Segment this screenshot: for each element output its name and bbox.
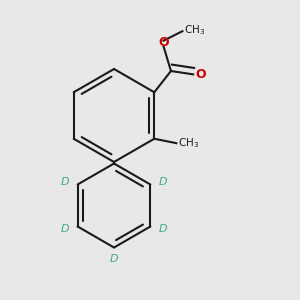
Text: D: D: [159, 177, 167, 187]
Text: CH$_3$: CH$_3$: [184, 23, 205, 37]
Text: O: O: [195, 68, 206, 81]
Text: CH$_3$: CH$_3$: [178, 136, 199, 150]
Text: D: D: [159, 224, 167, 234]
Text: O: O: [158, 36, 169, 49]
Text: D: D: [61, 177, 69, 187]
Text: D: D: [110, 254, 118, 264]
Text: D: D: [61, 224, 69, 234]
